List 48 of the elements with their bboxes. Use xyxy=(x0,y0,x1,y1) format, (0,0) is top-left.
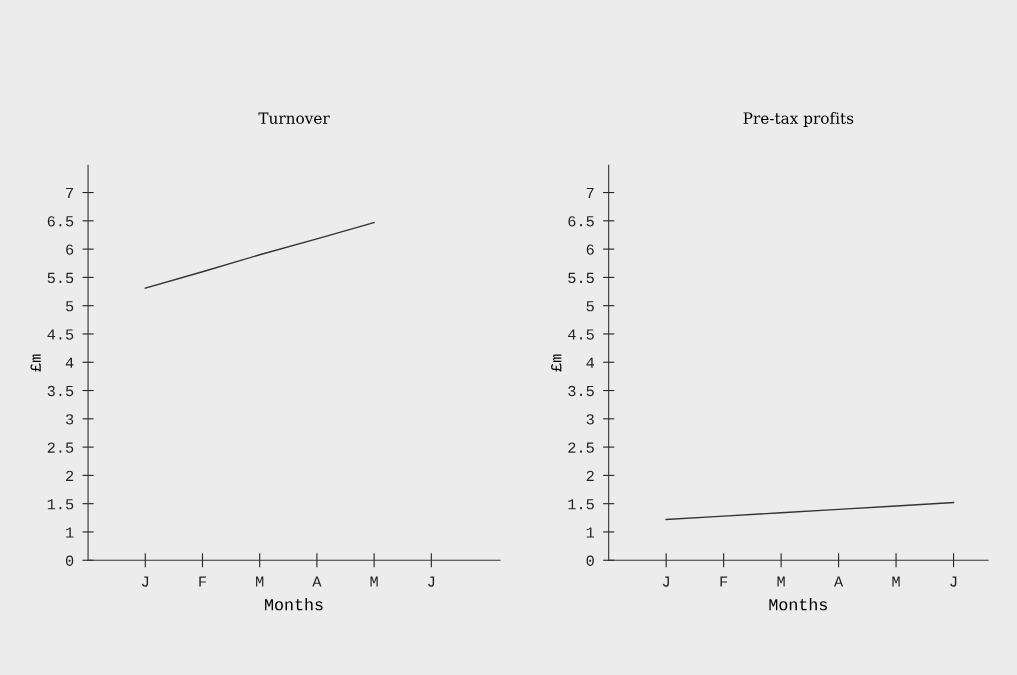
x-tick-label: J xyxy=(662,576,669,587)
line-series xyxy=(144,221,375,289)
y-tick-label: 5 xyxy=(586,301,594,312)
y-tick-label: 0 xyxy=(65,555,74,566)
y-tick-label: 1.5 xyxy=(568,499,594,510)
y-tick-label: 0 xyxy=(586,555,594,566)
y-tick-label: 7 xyxy=(66,188,73,199)
x-tick-label: A xyxy=(312,576,322,587)
chart-title: Pre-tax profits xyxy=(743,112,854,127)
y-axis-title: £m xyxy=(30,354,41,372)
x-axis-title: Months xyxy=(265,598,323,611)
y-tick-label: 4.5 xyxy=(47,329,74,340)
y-tick-label: 4 xyxy=(65,357,74,368)
x-tick-label: M xyxy=(892,576,900,587)
line-series xyxy=(665,501,955,521)
y-tick-label: 2.5 xyxy=(568,442,594,453)
y-tick-label: 2 xyxy=(586,470,594,481)
y-tick-label: 2.5 xyxy=(47,442,74,453)
y-tick-label: 3 xyxy=(65,414,74,425)
x-tick-label: F xyxy=(720,576,728,587)
y-tick-label: 6.5 xyxy=(47,216,74,227)
x-tick-label: F xyxy=(199,576,206,587)
y-axis-title: £m xyxy=(551,354,562,372)
x-axis-title: Months xyxy=(769,598,827,611)
y-tick-label: 1.5 xyxy=(47,499,74,510)
y-tick-label: 1 xyxy=(66,527,74,538)
x-tick-label: J xyxy=(950,576,957,587)
x-tick-label: M xyxy=(777,576,785,587)
y-tick-label: 2 xyxy=(66,470,74,481)
y-tick-label: 4 xyxy=(586,357,595,368)
y-tick-label: 6.5 xyxy=(568,216,594,227)
y-tick-label: 6 xyxy=(66,244,74,255)
y-tick-label: 6 xyxy=(586,244,594,255)
chart-title: Turnover xyxy=(258,112,330,124)
y-tick-label: 3 xyxy=(586,414,594,425)
y-tick-label: 5.5 xyxy=(568,272,594,284)
y-tick-label: 1 xyxy=(586,527,595,538)
x-tick-label: J xyxy=(142,576,149,587)
x-tick-label: M xyxy=(370,576,378,587)
y-tick-label: 5 xyxy=(65,301,74,312)
y-tick-label: 7 xyxy=(586,188,594,199)
y-tick-label: 3.5 xyxy=(568,385,594,397)
x-tick-label: M xyxy=(256,576,264,587)
y-tick-label: 3.5 xyxy=(47,385,74,397)
y-tick-label: 4.5 xyxy=(568,329,594,340)
y-tick-label: 5.5 xyxy=(47,272,74,284)
x-tick-label: J xyxy=(428,576,435,587)
x-tick-label: A xyxy=(833,576,844,587)
